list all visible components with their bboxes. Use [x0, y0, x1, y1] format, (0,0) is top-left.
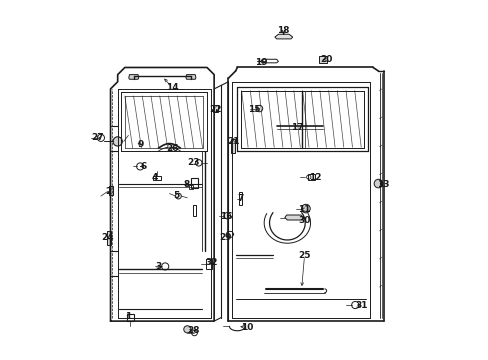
Bar	[193, 205, 196, 216]
Bar	[318, 56, 326, 63]
Text: 10: 10	[241, 323, 253, 332]
Bar	[109, 186, 113, 195]
Text: 18: 18	[276, 26, 289, 35]
Circle shape	[301, 204, 309, 213]
Bar	[205, 259, 211, 269]
Bar	[153, 176, 160, 180]
Text: 26: 26	[166, 144, 178, 153]
Text: 2: 2	[105, 187, 111, 196]
Text: 9: 9	[137, 140, 143, 149]
Text: 8: 8	[183, 180, 189, 189]
Polygon shape	[185, 75, 196, 79]
Text: 32: 32	[205, 258, 218, 267]
Text: 31: 31	[355, 301, 367, 310]
Text: 24: 24	[102, 233, 114, 242]
Text: 29: 29	[219, 233, 232, 242]
Text: 6: 6	[141, 162, 146, 171]
Text: 21: 21	[226, 137, 239, 146]
Text: 14: 14	[166, 83, 178, 92]
Bar	[238, 192, 241, 205]
Text: 30: 30	[298, 216, 310, 225]
Text: 16: 16	[219, 212, 232, 221]
Text: 27: 27	[91, 133, 103, 142]
Polygon shape	[285, 215, 303, 220]
Text: 19: 19	[255, 58, 267, 67]
Bar	[213, 105, 218, 112]
Circle shape	[183, 326, 190, 333]
Polygon shape	[128, 75, 139, 79]
Text: 20: 20	[319, 55, 331, 64]
Text: 28: 28	[187, 326, 200, 335]
Bar	[308, 174, 314, 180]
Text: 15: 15	[248, 105, 260, 114]
Circle shape	[373, 179, 382, 188]
Bar	[191, 178, 197, 188]
Text: 3: 3	[155, 262, 161, 271]
Circle shape	[113, 137, 122, 146]
Polygon shape	[274, 34, 292, 39]
Bar	[230, 139, 235, 153]
Text: 13: 13	[376, 180, 388, 189]
Text: 23: 23	[187, 158, 200, 167]
Text: 17: 17	[290, 123, 303, 132]
Bar	[126, 314, 134, 321]
Text: 11: 11	[298, 205, 310, 214]
Bar	[107, 231, 110, 245]
Bar	[189, 185, 192, 189]
Text: 4: 4	[151, 173, 157, 182]
Text: 22: 22	[208, 105, 221, 114]
Text: 7: 7	[237, 194, 243, 203]
Text: 12: 12	[308, 173, 321, 182]
Text: 5: 5	[172, 190, 179, 199]
Text: 25: 25	[298, 251, 310, 260]
Text: 1: 1	[125, 312, 131, 321]
